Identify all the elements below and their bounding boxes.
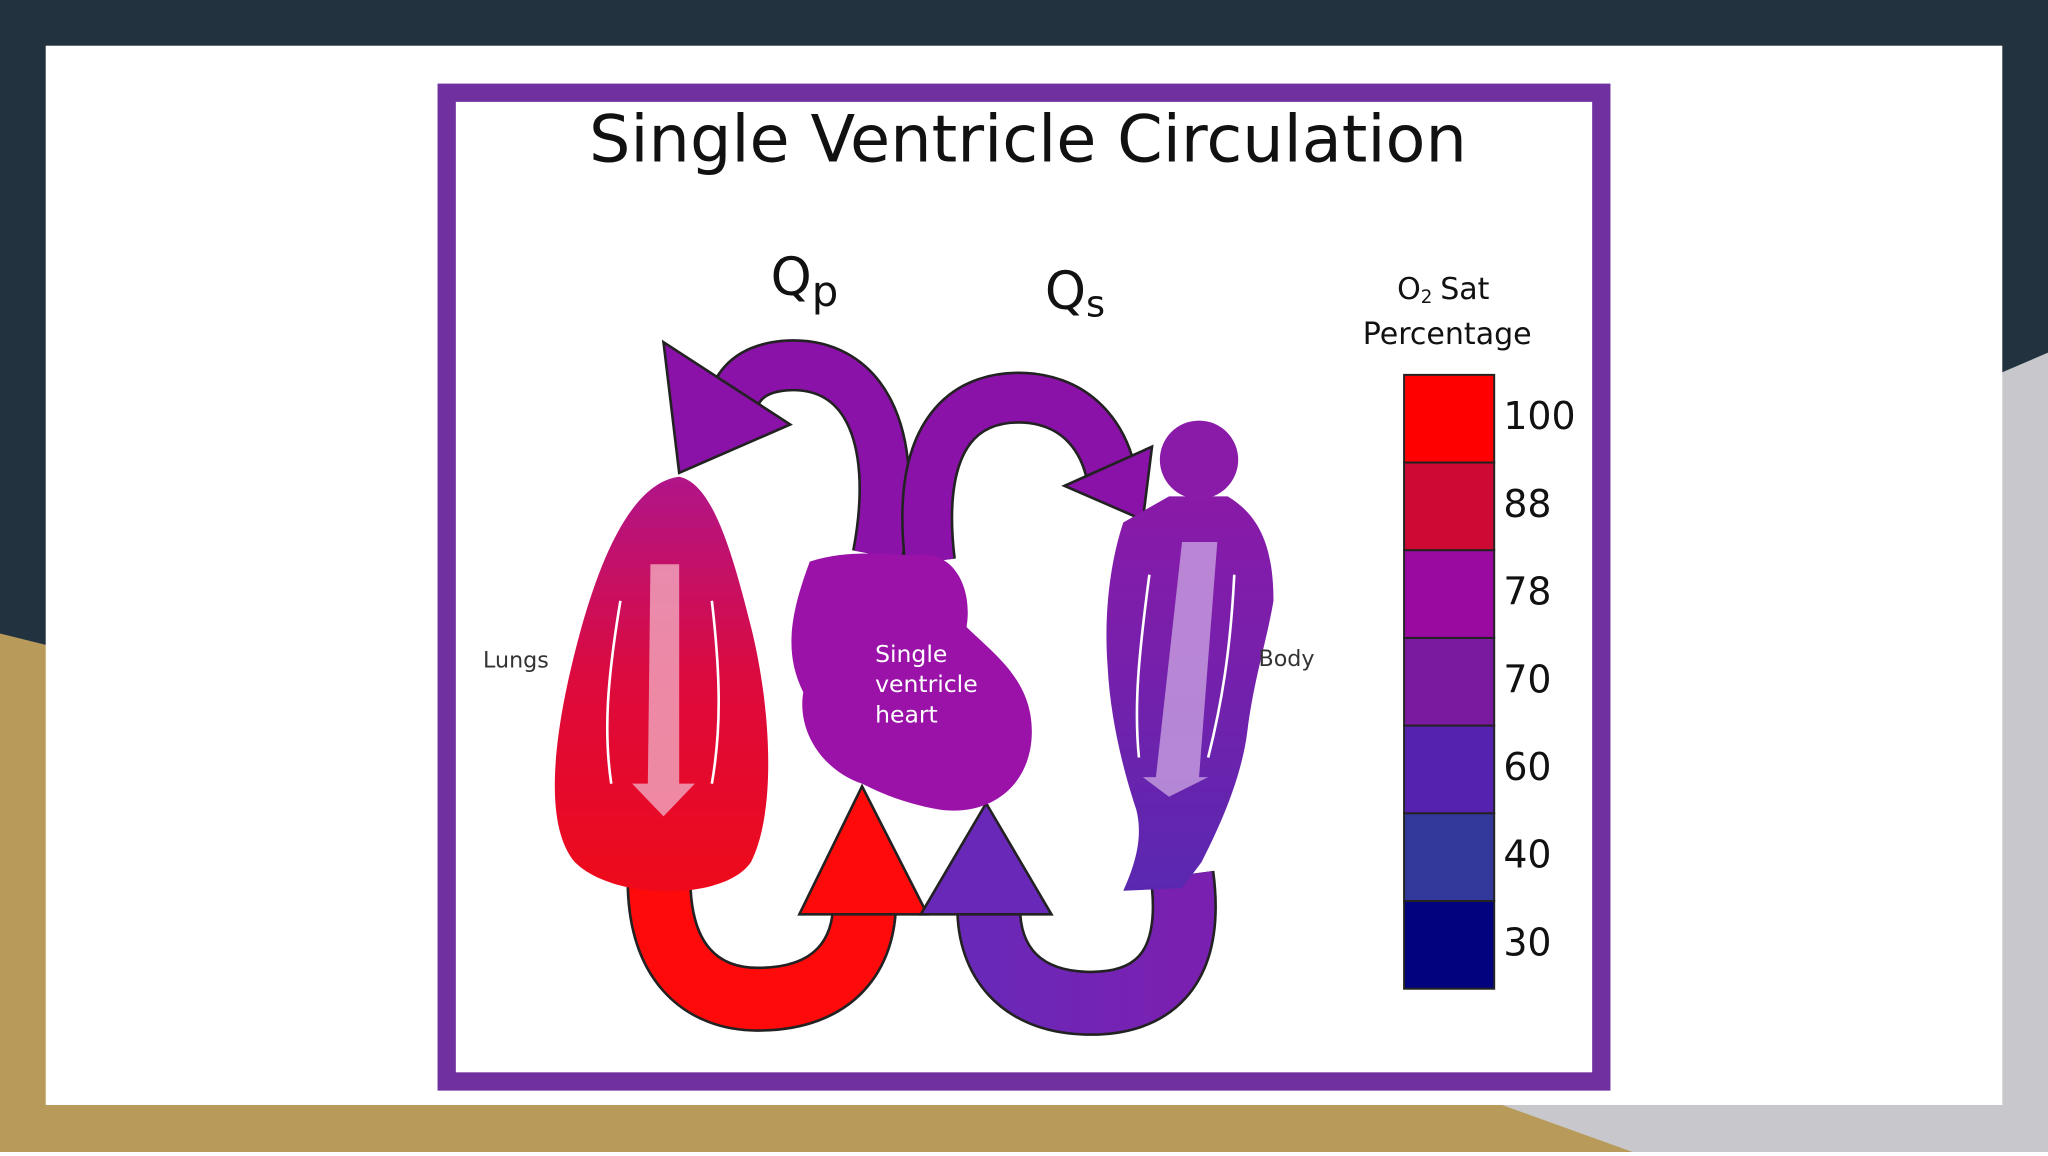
heart-label: Single — [875, 640, 947, 668]
legend-title-part: 2 — [1421, 287, 1433, 308]
legend-title: Percentage — [1363, 317, 1532, 352]
legend-title-part: O — [1397, 271, 1421, 306]
legend-swatch — [1403, 724, 1496, 815]
heart-label: heart — [875, 700, 938, 728]
legend-value: 30 — [1503, 920, 1551, 964]
legend-swatch — [1403, 900, 1496, 990]
qs-arrow — [901, 371, 1154, 565]
return-arrow-purple — [918, 800, 1217, 1036]
flow-label: Qs — [1045, 262, 1105, 325]
flow-main: Q — [771, 248, 812, 308]
flow-sub: p — [812, 266, 839, 315]
legend-value: 70 — [1503, 657, 1551, 701]
legend-value: 40 — [1503, 833, 1551, 877]
flow-indicator — [632, 564, 695, 817]
title: Single Ventricle Circulation — [589, 102, 1467, 178]
legend-swatch — [1403, 812, 1496, 903]
lungs-label: Lungs — [483, 647, 549, 673]
legend-value: 88 — [1503, 482, 1551, 526]
decor — [0, 1097, 1659, 1152]
heart — [791, 553, 1032, 811]
legend-value: 78 — [1503, 570, 1551, 614]
legend: 100 88 78 70 60 40 30 — [1403, 373, 1576, 990]
legend-swatch — [1403, 461, 1496, 552]
legend-title-part: Sat — [1440, 271, 1489, 306]
legend-value: 100 — [1503, 394, 1575, 438]
heart-label: ventricle — [875, 670, 978, 698]
flow-sub: s — [1086, 282, 1105, 325]
body-label: Body — [1259, 646, 1315, 672]
flow-label: Qp — [771, 248, 839, 316]
return-arrow-red — [626, 783, 930, 1032]
flow-main: Q — [1045, 262, 1086, 322]
qp-arrow — [661, 339, 911, 560]
legend-swatch — [1403, 636, 1496, 727]
legend-title: O2 Sat — [1397, 271, 1490, 307]
body-figure — [1106, 420, 1274, 891]
legend-swatch — [1403, 373, 1496, 464]
legend-swatch — [1403, 549, 1496, 639]
highlight — [605, 600, 720, 784]
legend-value: 60 — [1503, 745, 1551, 789]
